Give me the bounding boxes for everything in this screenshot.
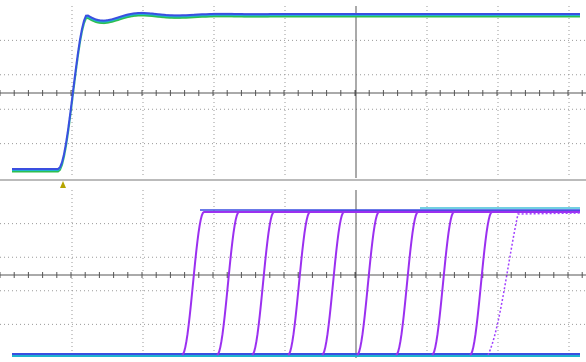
scope-screen xyxy=(0,0,586,362)
